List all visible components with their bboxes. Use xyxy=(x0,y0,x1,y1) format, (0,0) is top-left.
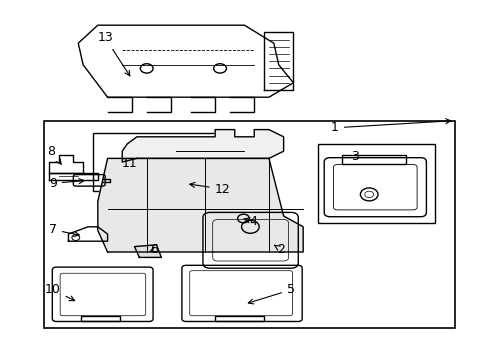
Text: 1: 1 xyxy=(330,119,450,134)
Bar xyxy=(215,316,264,321)
Bar xyxy=(342,155,405,164)
Bar xyxy=(317,144,434,223)
Text: 7: 7 xyxy=(49,223,79,237)
Bar xyxy=(93,133,229,191)
Bar xyxy=(44,121,454,328)
Text: 11: 11 xyxy=(122,157,137,170)
Bar xyxy=(81,316,120,321)
Text: 10: 10 xyxy=(45,283,75,301)
Text: 12: 12 xyxy=(189,183,230,195)
Text: 4: 4 xyxy=(244,215,257,228)
Polygon shape xyxy=(122,130,283,162)
Text: 13: 13 xyxy=(97,31,130,76)
Text: 9: 9 xyxy=(49,177,84,190)
Polygon shape xyxy=(98,158,303,252)
Text: 5: 5 xyxy=(248,283,294,304)
Text: 2: 2 xyxy=(274,243,285,256)
Polygon shape xyxy=(134,245,161,257)
Text: 8: 8 xyxy=(47,145,61,164)
Text: 6: 6 xyxy=(150,243,158,256)
Text: 3: 3 xyxy=(350,150,358,163)
